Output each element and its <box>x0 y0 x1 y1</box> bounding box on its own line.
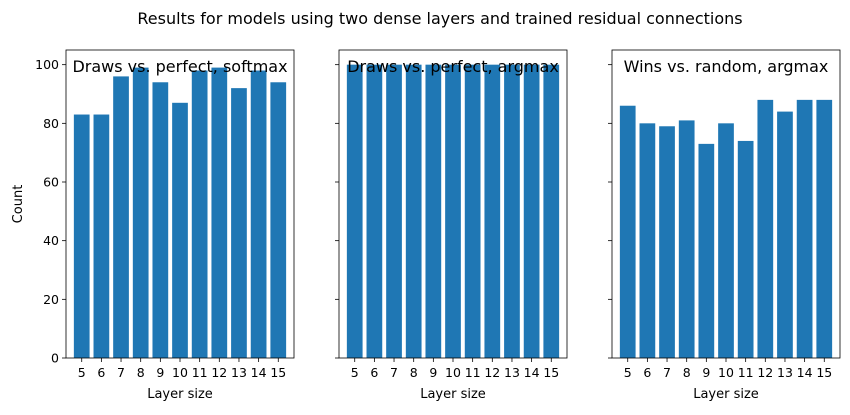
x-tick-label: 12 <box>757 365 773 380</box>
bar-9 <box>425 64 442 359</box>
bar-7 <box>659 126 675 359</box>
bar-6 <box>639 123 656 358</box>
x-tick-label: 10 <box>445 365 461 380</box>
bar-9 <box>698 143 715 358</box>
bar-9 <box>152 82 169 359</box>
figure-suptitle: Results for models using two dense layer… <box>137 9 742 28</box>
x-tick-label: 7 <box>663 365 671 380</box>
x-axis-label: Layer size <box>693 387 759 402</box>
bar-13 <box>504 64 520 359</box>
bar-8 <box>405 64 422 359</box>
panel-title: Draws vs. perfect, softmax <box>72 57 287 76</box>
panel-title: Draws vs. perfect, argmax <box>347 57 559 76</box>
chart-panel-1: 5 6 7 8 9 10 11 12 13 14 15 0 20 40 60 80 100 Draws vs. p… <box>11 49 295 402</box>
x-tick-label: 13 <box>777 365 793 380</box>
bar-8 <box>678 120 695 359</box>
bar-5 <box>73 114 90 358</box>
x-tick-label: 6 <box>97 365 105 380</box>
bar-15 <box>543 64 560 359</box>
y-tick-label: 20 <box>43 292 59 307</box>
x-tick-label: 13 <box>504 365 520 380</box>
x-tick-label: 9 <box>702 365 710 380</box>
bar-15 <box>270 82 287 359</box>
y-tick-label: 80 <box>43 116 59 131</box>
x-tick-label: 7 <box>390 365 398 380</box>
x-tick-label: 10 <box>718 365 734 380</box>
x-axis-label: Layer size <box>147 387 213 402</box>
panel-title: Wins vs. random, argmax <box>624 57 829 76</box>
x-tick-label: 7 <box>117 365 125 380</box>
chart-panel-3: 5 6 7 8 9 10 11 12 13 14 15 Wins vs. random, argmax… <box>608 49 841 402</box>
bar-13 <box>777 111 793 358</box>
y-axis-label: Count <box>11 185 26 224</box>
bar-7 <box>113 76 129 359</box>
bar-12 <box>757 99 774 359</box>
x-tick-label: 8 <box>137 365 145 380</box>
x-tick-label: 8 <box>410 365 418 380</box>
x-tick-label: 9 <box>429 365 437 380</box>
bar-14 <box>250 70 267 358</box>
x-tick-label: 6 <box>643 365 651 380</box>
bar-8 <box>132 67 149 358</box>
bar-6 <box>366 64 383 359</box>
bar-11 <box>737 140 754 358</box>
bar-12 <box>484 64 501 359</box>
x-tick-label: 14 <box>251 365 267 380</box>
bar-10 <box>718 123 734 358</box>
x-tick-label: 15 <box>543 365 559 380</box>
x-tick-label: 5 <box>351 365 359 380</box>
bar-6 <box>93 114 110 358</box>
y-tick-label: 40 <box>43 233 59 248</box>
x-tick-label: 12 <box>211 365 227 380</box>
x-tick-label: 10 <box>172 365 188 380</box>
x-tick-label: 8 <box>683 365 691 380</box>
bar-5 <box>619 105 636 358</box>
x-tick-label: 12 <box>484 365 500 380</box>
x-tick-label: 14 <box>797 365 813 380</box>
bar-14 <box>796 99 813 359</box>
bar-10 <box>172 102 188 358</box>
y-tick-label: 0 <box>51 351 59 366</box>
bar-13 <box>231 88 247 358</box>
x-tick-label: 11 <box>192 365 208 380</box>
bar-10 <box>445 64 461 359</box>
y-tick-label: 100 <box>35 57 59 72</box>
x-axis-label: Layer size <box>420 387 486 402</box>
bar-12 <box>211 67 228 358</box>
x-tick-label: 15 <box>816 365 832 380</box>
x-tick-label: 13 <box>231 365 247 380</box>
x-tick-label: 5 <box>78 365 86 380</box>
x-tick-label: 5 <box>624 365 632 380</box>
x-tick-label: 9 <box>156 365 164 380</box>
bar-14 <box>523 64 540 359</box>
bar-15 <box>816 99 833 359</box>
x-tick-label: 6 <box>370 365 378 380</box>
bar-7 <box>386 64 402 359</box>
bar-11 <box>191 70 208 358</box>
x-tick-label: 14 <box>524 365 540 380</box>
bar-5 <box>346 64 363 359</box>
y-tick-label: 60 <box>43 175 59 190</box>
x-tick-label: 15 <box>270 365 286 380</box>
chart-panel-2: 5 6 7 8 9 10 11 12 13 14 15 Draws vs. perfect, argm… <box>335 49 568 402</box>
bar-11 <box>464 64 481 359</box>
x-tick-label: 11 <box>465 365 481 380</box>
x-tick-label: 11 <box>738 365 754 380</box>
